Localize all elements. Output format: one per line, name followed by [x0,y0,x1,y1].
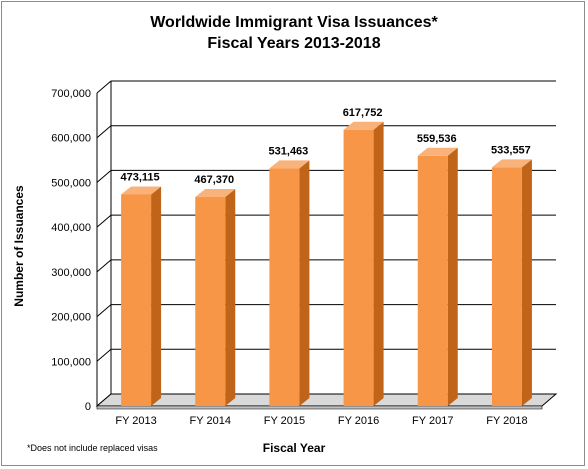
bar-side [521,159,532,406]
gridline-side [96,125,112,139]
chart-title: Worldwide Immigrant Visa Issuances* [150,14,438,31]
bar [491,167,522,406]
bar [269,168,300,406]
y-tick-label: 300,000 [51,267,91,279]
bar [343,129,374,406]
chart-floor-edge [96,405,543,410]
x-tick-label: FY 2013 [115,415,156,427]
bar-top [121,186,162,195]
x-tick-label: FY 2015 [264,415,305,427]
bar-side [299,160,310,406]
data-label: 531,463 [269,145,309,157]
y-tick-label: 100,000 [51,356,91,368]
bar [121,194,152,406]
bar-side [225,189,236,406]
bar-top [269,160,310,169]
chart-floor [95,393,558,407]
bar-top [491,159,532,168]
bar-side [447,147,458,406]
y-tick-label: 400,000 [51,222,91,234]
chart-subtitle: Fiscal Years 2013-2018 [207,35,381,52]
y-tick-label: 500,000 [51,177,91,189]
gridline-side [96,214,112,228]
y-tick-label: 700,000 [51,88,91,100]
bar [417,155,448,406]
y-tick-label: 0 [85,401,91,413]
footnote: *Does not include replaced visas [27,443,158,453]
gridline-side [96,80,112,94]
bar-top [343,121,384,130]
x-axis-label: Fiscal Year [262,441,326,455]
gridline-side [96,259,112,273]
y-tick-label: 200,000 [51,312,91,324]
x-tick-label: FY 2016 [338,415,379,427]
data-label: 473,115 [121,171,160,183]
bar [195,197,226,406]
data-label: 533,557 [491,144,531,156]
data-label: 617,752 [343,107,383,119]
data-label: 559,536 [417,133,457,145]
x-tick-label: FY 2017 [412,415,453,427]
x-tick-label: FY 2014 [190,415,231,427]
bar-side [373,121,384,406]
y-tick-label: 600,000 [51,133,91,145]
gridline-side [96,348,112,362]
gridline-side [96,304,112,317]
bar-top [195,189,236,198]
bar-side [151,186,162,406]
bar-top [417,147,458,156]
data-label: 467,370 [194,174,234,186]
gridline-side [96,170,112,183]
x-tick-label: FY 2018 [486,415,527,427]
